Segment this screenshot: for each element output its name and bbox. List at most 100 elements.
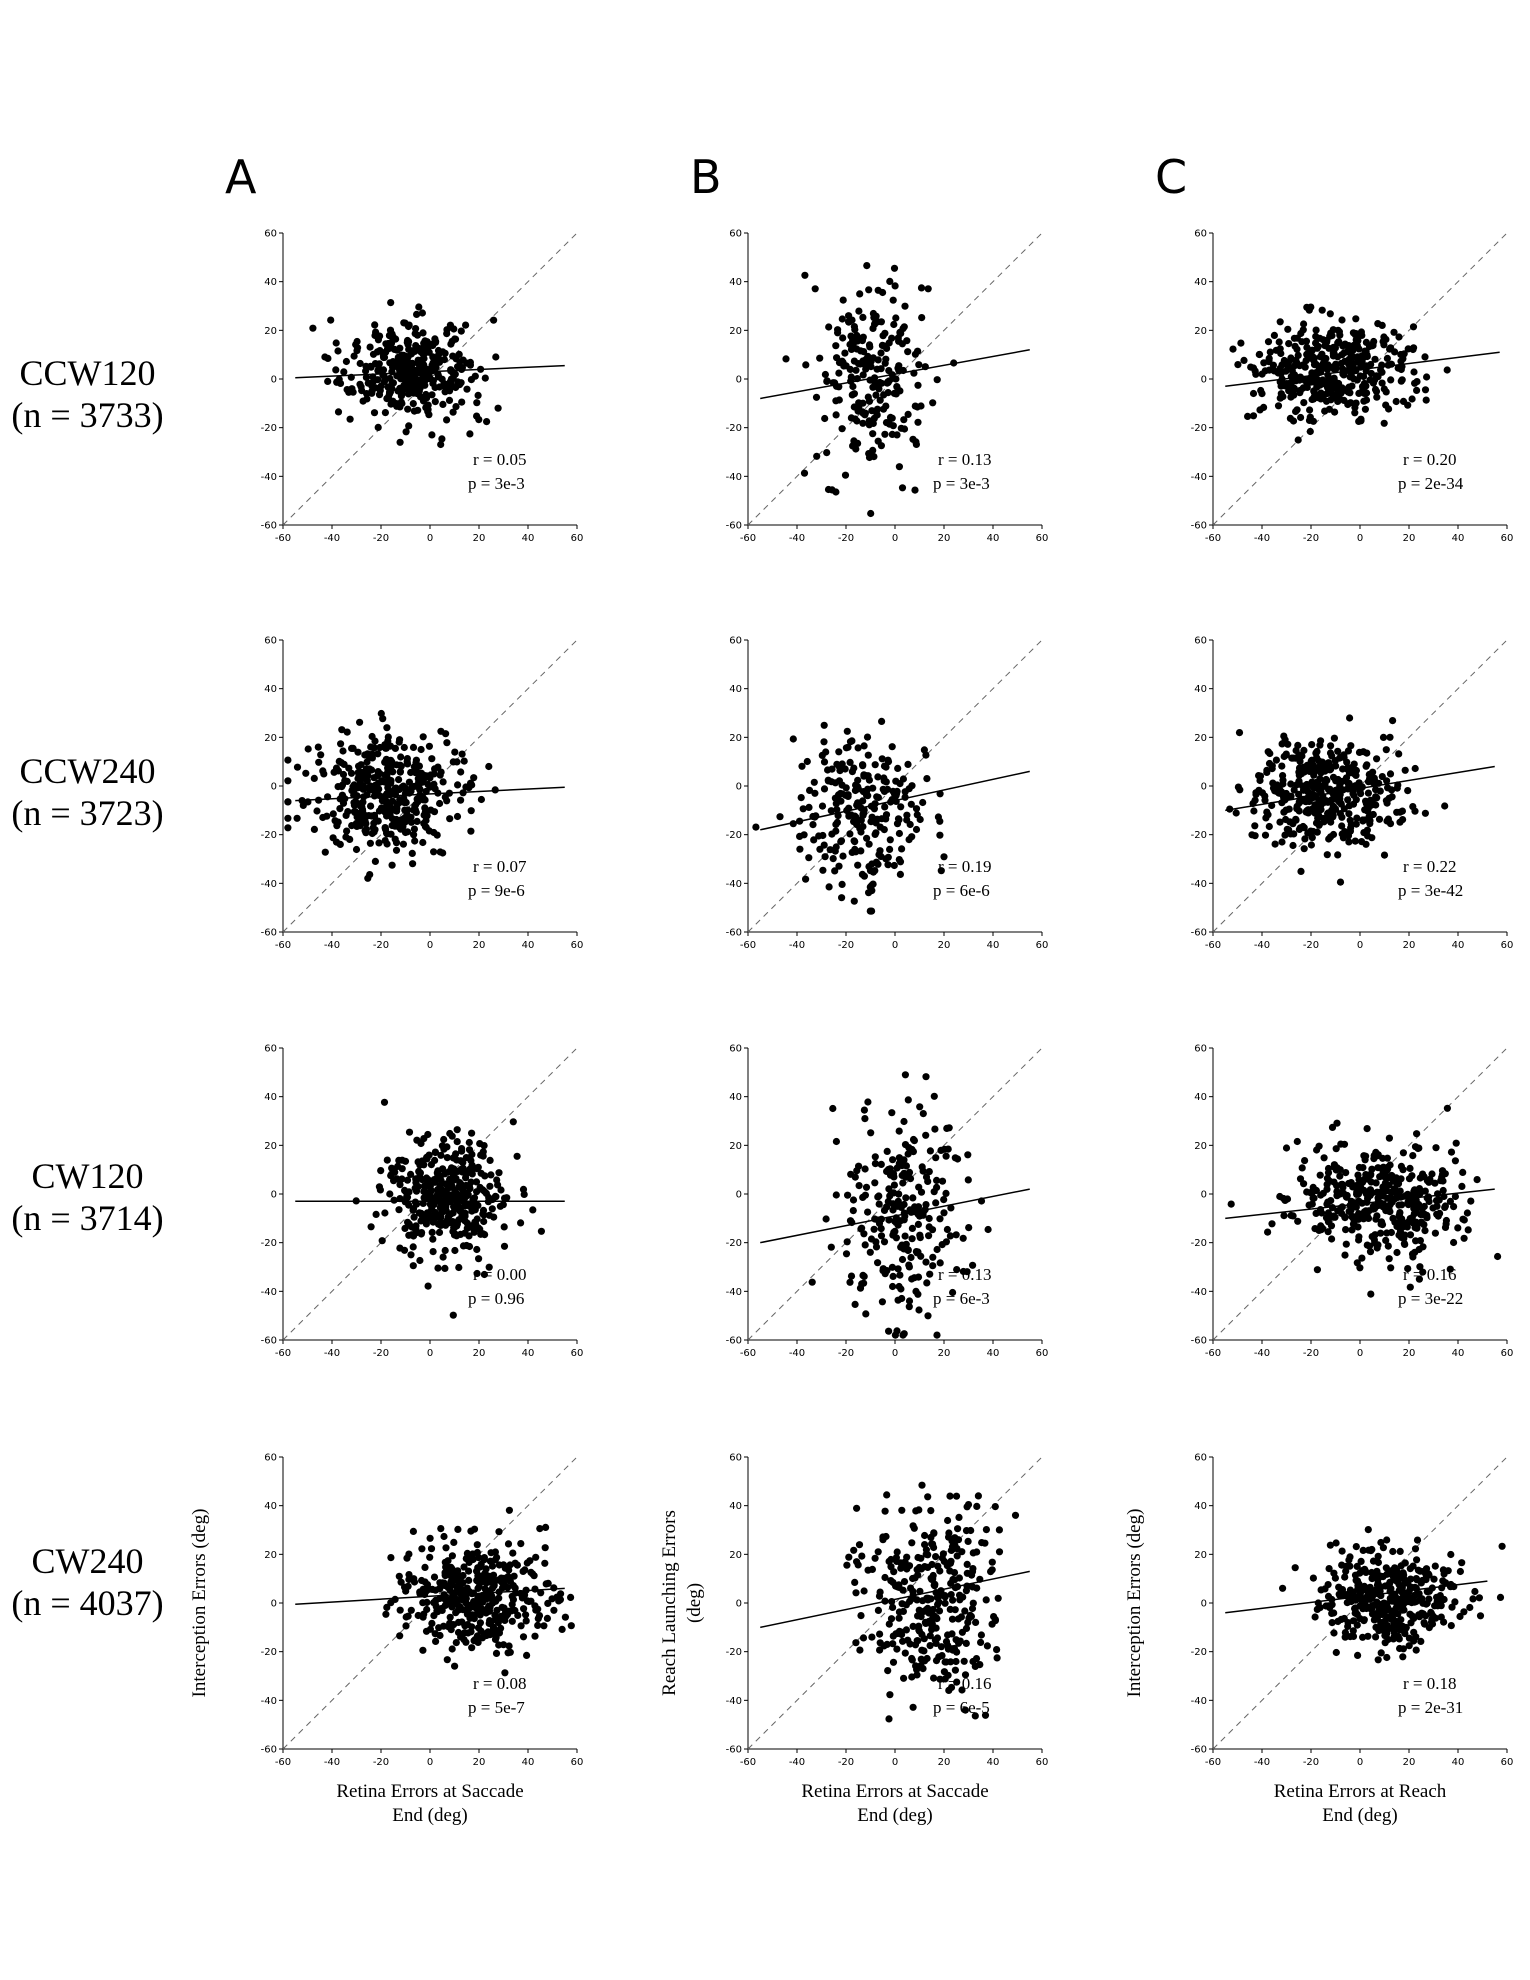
data-point bbox=[1350, 760, 1358, 768]
data-point bbox=[1471, 1587, 1479, 1596]
identity-line bbox=[282, 639, 578, 933]
data-point bbox=[823, 449, 831, 457]
data-point bbox=[1410, 1614, 1418, 1623]
data-point bbox=[1379, 338, 1387, 346]
data-point bbox=[400, 743, 408, 752]
data-point bbox=[399, 840, 407, 848]
data-point bbox=[349, 783, 357, 791]
data-point bbox=[1355, 389, 1363, 397]
row-label-cw240: CW240 (n = 4037) bbox=[0, 1540, 175, 1624]
data-point bbox=[854, 439, 862, 447]
x-axis-label-c: End (deg) bbox=[1322, 1805, 1397, 1826]
data-point bbox=[454, 1618, 463, 1626]
data-point bbox=[847, 811, 855, 819]
data-point bbox=[1336, 878, 1345, 886]
data-point bbox=[452, 403, 460, 411]
data-point bbox=[922, 1073, 930, 1081]
data-point bbox=[1399, 1653, 1407, 1661]
data-point bbox=[1327, 1222, 1336, 1230]
regression-line bbox=[760, 770, 1030, 831]
data-point bbox=[353, 337, 361, 346]
data-point bbox=[926, 1270, 934, 1278]
data-point bbox=[369, 378, 377, 386]
data-point bbox=[436, 1631, 444, 1640]
data-point bbox=[473, 399, 481, 407]
x-tick-label: -40 bbox=[1254, 533, 1270, 544]
data-point bbox=[1372, 1179, 1380, 1187]
data-point bbox=[950, 1543, 958, 1551]
data-point bbox=[887, 1615, 896, 1623]
data-point bbox=[1367, 360, 1375, 369]
data-point bbox=[881, 1573, 889, 1582]
data-point bbox=[293, 814, 301, 822]
data-point bbox=[319, 813, 327, 822]
data-point bbox=[506, 1648, 514, 1656]
data-point bbox=[404, 1582, 412, 1590]
data-point bbox=[900, 1674, 908, 1682]
data-point bbox=[1421, 353, 1429, 361]
row-count: (n = 3714) bbox=[11, 1198, 164, 1238]
data-point bbox=[453, 812, 462, 821]
data-point bbox=[1312, 1186, 1320, 1195]
data-point bbox=[958, 1628, 967, 1636]
data-point bbox=[445, 396, 454, 404]
data-point bbox=[1297, 413, 1305, 422]
data-point bbox=[896, 1155, 904, 1163]
data-point bbox=[414, 1611, 422, 1620]
data-point bbox=[1307, 1189, 1315, 1197]
data-point bbox=[859, 313, 867, 321]
data-point bbox=[859, 1193, 867, 1201]
data-point bbox=[503, 1584, 512, 1592]
data-point bbox=[343, 777, 351, 786]
data-point bbox=[470, 774, 478, 782]
data-point bbox=[503, 1194, 511, 1202]
data-point bbox=[400, 370, 408, 379]
data-point bbox=[810, 778, 818, 786]
row-label-ccw120: CCW120 (n = 3733) bbox=[0, 352, 175, 436]
data-point bbox=[518, 1594, 527, 1602]
data-point bbox=[860, 1587, 868, 1595]
data-point bbox=[1341, 1633, 1349, 1641]
data-point bbox=[1439, 1577, 1447, 1585]
data-point bbox=[907, 1584, 915, 1592]
y-tick-label: 60 bbox=[1194, 636, 1207, 647]
data-point bbox=[434, 1167, 442, 1175]
data-point bbox=[900, 425, 909, 433]
y-tick-label: -40 bbox=[1191, 879, 1207, 890]
data-point bbox=[952, 1492, 961, 1500]
data-point bbox=[880, 1238, 889, 1246]
data-point bbox=[874, 437, 882, 445]
data-point bbox=[965, 1224, 973, 1232]
y-tick-label: 60 bbox=[264, 636, 277, 647]
data-point bbox=[964, 1537, 972, 1545]
data-point bbox=[1011, 1511, 1020, 1519]
y-tick-label: -20 bbox=[726, 830, 742, 841]
data-point bbox=[871, 761, 879, 769]
data-point bbox=[450, 325, 458, 333]
x-tick-label: 0 bbox=[1357, 1348, 1363, 1359]
data-point bbox=[1371, 385, 1380, 394]
data-point bbox=[1359, 817, 1367, 825]
data-point bbox=[1373, 755, 1381, 763]
data-point bbox=[808, 1278, 816, 1286]
data-point bbox=[405, 1128, 414, 1136]
data-point bbox=[422, 1627, 431, 1635]
data-point bbox=[806, 786, 814, 795]
data-point bbox=[1401, 1593, 1409, 1602]
data-point bbox=[848, 737, 856, 745]
data-point bbox=[789, 735, 797, 743]
data-point bbox=[967, 1526, 975, 1535]
data-point bbox=[1347, 1597, 1355, 1606]
data-point bbox=[1342, 1169, 1350, 1177]
data-point bbox=[1382, 388, 1390, 396]
data-point bbox=[1357, 1557, 1365, 1565]
data-point bbox=[912, 1248, 921, 1256]
data-point bbox=[425, 411, 433, 419]
data-point bbox=[1298, 752, 1306, 760]
regression-line bbox=[1225, 351, 1500, 388]
data-point bbox=[1251, 796, 1259, 804]
data-point bbox=[1251, 822, 1259, 830]
data-point bbox=[849, 382, 857, 391]
data-point bbox=[413, 817, 421, 826]
data-point bbox=[1372, 1586, 1380, 1594]
